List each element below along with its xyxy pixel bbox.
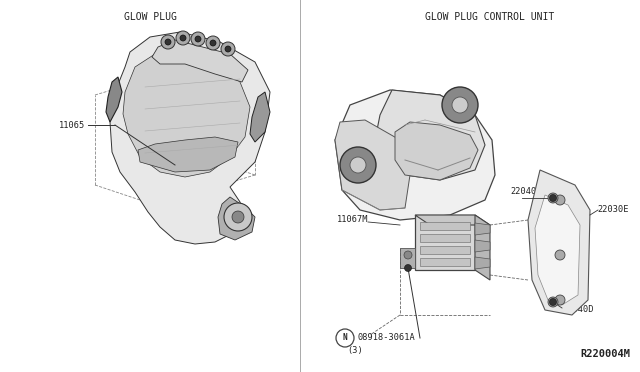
Polygon shape — [218, 197, 255, 240]
Text: 11065: 11065 — [59, 121, 85, 129]
Text: R220004M: R220004M — [580, 349, 630, 359]
Circle shape — [232, 211, 244, 223]
Text: 22040D: 22040D — [510, 187, 541, 196]
Text: N: N — [342, 334, 348, 343]
Polygon shape — [535, 195, 580, 305]
Polygon shape — [415, 215, 475, 270]
Circle shape — [176, 31, 190, 45]
Circle shape — [442, 87, 478, 123]
Polygon shape — [106, 77, 122, 122]
Text: 22030E: 22030E — [597, 205, 628, 215]
Circle shape — [225, 46, 231, 52]
Polygon shape — [138, 137, 238, 172]
Polygon shape — [420, 222, 470, 230]
Text: GLOW PLUG: GLOW PLUG — [124, 12, 177, 22]
Circle shape — [404, 264, 412, 272]
Text: 11067M: 11067M — [337, 215, 368, 224]
Circle shape — [195, 36, 201, 42]
Circle shape — [161, 35, 175, 49]
Polygon shape — [420, 258, 470, 266]
Circle shape — [548, 297, 558, 307]
Polygon shape — [400, 248, 415, 268]
Polygon shape — [152, 40, 248, 82]
Circle shape — [550, 195, 557, 202]
Circle shape — [555, 295, 565, 305]
Polygon shape — [475, 223, 490, 235]
Polygon shape — [335, 90, 495, 220]
Polygon shape — [475, 240, 490, 252]
Polygon shape — [420, 246, 470, 254]
Circle shape — [555, 250, 565, 260]
Circle shape — [350, 157, 366, 173]
Circle shape — [548, 193, 558, 203]
Polygon shape — [335, 120, 410, 210]
Circle shape — [206, 36, 220, 50]
Polygon shape — [250, 92, 270, 142]
Circle shape — [180, 35, 186, 41]
Polygon shape — [420, 234, 470, 242]
Polygon shape — [110, 32, 270, 244]
Text: GLOW PLUG CONTROL UNIT: GLOW PLUG CONTROL UNIT — [426, 12, 555, 22]
Text: (3): (3) — [347, 346, 363, 355]
Polygon shape — [375, 90, 485, 180]
Polygon shape — [475, 215, 490, 280]
Polygon shape — [415, 215, 490, 225]
Circle shape — [555, 195, 565, 205]
Circle shape — [221, 42, 235, 56]
Circle shape — [550, 298, 557, 305]
Circle shape — [210, 40, 216, 46]
Circle shape — [452, 97, 468, 113]
Polygon shape — [395, 122, 478, 180]
Circle shape — [404, 251, 412, 259]
Text: 08918-3061A: 08918-3061A — [357, 334, 415, 343]
Circle shape — [224, 203, 252, 231]
Polygon shape — [528, 170, 590, 315]
Circle shape — [340, 147, 376, 183]
Polygon shape — [475, 257, 490, 269]
Circle shape — [191, 32, 205, 46]
Text: 22040D: 22040D — [562, 305, 593, 314]
Polygon shape — [123, 52, 250, 177]
Circle shape — [165, 39, 171, 45]
